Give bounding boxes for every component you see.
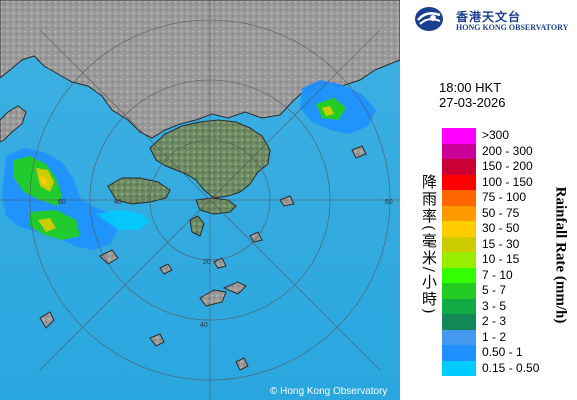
legend-swatch — [442, 329, 476, 345]
mainland-west-land — [0, 105, 27, 143]
rain-echo-west-moderate — [14, 156, 62, 206]
island — [99, 249, 119, 265]
legend-label: 75 - 100 — [482, 190, 527, 204]
legend-swatch — [442, 143, 476, 159]
legend-label: 200 - 300 — [482, 143, 533, 158]
rain-echo-west-heavy-3 — [38, 218, 56, 232]
range-rings — [0, 0, 400, 400]
range-ring-label: 40 — [114, 199, 122, 206]
island — [351, 145, 367, 159]
legend-label: 30 - 50 — [482, 221, 520, 235]
legend-swatch — [442, 159, 476, 175]
rain-echo-west-heavy-2 — [40, 176, 48, 186]
legend-title-chinese: 降雨率(毫米/小時) — [420, 174, 438, 316]
legend-swatch — [442, 345, 476, 361]
legend-swatch — [442, 298, 476, 314]
legend-swatch — [442, 252, 476, 268]
island — [222, 281, 247, 295]
legend-label: 50 - 75 — [482, 205, 520, 220]
rain-echo-northeast-heavy — [322, 106, 334, 116]
island — [235, 357, 249, 371]
legend-label: 1 - 2 — [482, 329, 507, 344]
legend-swatch — [442, 236, 476, 252]
legend-label: 0.15 - 0.50 — [482, 360, 540, 375]
legend-label: >300 — [482, 128, 510, 142]
legend-swatch — [442, 360, 476, 376]
legend-swatch — [442, 283, 476, 299]
island — [199, 289, 227, 307]
rainfall-color-scale — [442, 128, 476, 376]
legend-label: 0.50 - 1 — [482, 345, 523, 359]
range-ring-label: 60 — [385, 199, 393, 206]
lamma-island — [189, 215, 205, 237]
legend-label: 2 - 3 — [482, 314, 507, 328]
legend-title-english: Rainfall Rate (mm/h) — [552, 186, 569, 324]
timestamp-date: 27-03-2026 — [439, 95, 506, 110]
legend-swatch — [442, 267, 476, 283]
legend-label: 7 - 10 — [482, 267, 513, 282]
legend-label: 3 - 5 — [482, 298, 507, 313]
lantau-island — [107, 177, 171, 205]
legend-label: 150 - 200 — [482, 159, 533, 173]
legend-swatch — [442, 205, 476, 221]
copyright-text: © Hong Kong Observatory — [270, 386, 388, 397]
legend-label: 10 - 15 — [482, 252, 520, 266]
island — [159, 263, 173, 275]
rain-echo-west-light — [96, 210, 150, 230]
radar-map: 60 40 20 40 60 — [0, 0, 400, 400]
rain-echo-west-moderate-2 — [30, 210, 80, 240]
legend-title-english-wrap: Rainfall Rate (mm/h) — [550, 140, 570, 370]
legend-label: 5 - 7 — [482, 283, 507, 297]
logo-text-chinese: 香港天文台 — [456, 10, 522, 24]
island — [149, 333, 165, 347]
range-ring-label: 20 — [203, 259, 211, 266]
legend-swatch — [442, 221, 476, 237]
range-ring-label: 60 — [58, 199, 66, 206]
legend-panel — [400, 0, 577, 400]
legend-swatch — [442, 314, 476, 330]
timestamp-time: 18:00 HKT — [439, 80, 502, 95]
island — [39, 311, 55, 329]
observatory-logo-icon — [415, 7, 443, 31]
legend-label: 15 - 30 — [482, 236, 520, 251]
observatory-logo: 香港天文台 HONG KONG OBSERVATORY — [414, 6, 574, 32]
legend-swatch — [442, 190, 476, 206]
range-ring-label: 40 — [200, 322, 208, 329]
legend-swatch — [442, 174, 476, 190]
island — [279, 195, 295, 207]
legend-swatch — [442, 128, 476, 144]
logo-text-english: HONG KONG OBSERVATORY — [456, 23, 569, 32]
legend-label: 100 - 150 — [482, 174, 533, 189]
